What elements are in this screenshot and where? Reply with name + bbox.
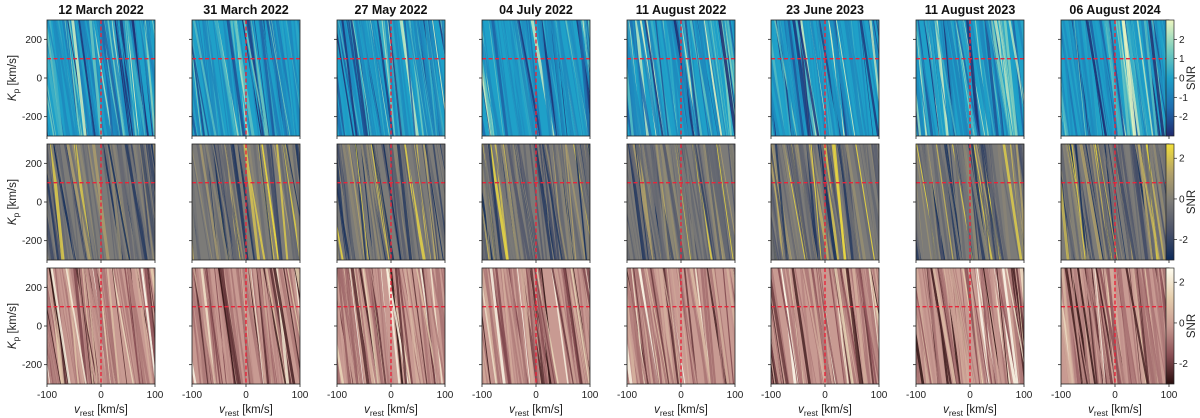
snr-panel bbox=[1061, 144, 1169, 260]
x-axis-title: vrest [km/s] bbox=[219, 404, 273, 418]
x-tick-label: 0 bbox=[533, 390, 539, 401]
colorbar-title: SNR bbox=[1186, 314, 1198, 338]
column-title: 27 May 2022 bbox=[355, 3, 428, 17]
column-title: 06 August 2024 bbox=[1069, 3, 1160, 17]
snr-panel bbox=[192, 268, 300, 384]
x-tick-label: 100 bbox=[1016, 390, 1033, 401]
x-tick-label: 0 bbox=[967, 390, 973, 401]
colorbar-tick-label: 2 bbox=[1179, 35, 1185, 46]
colorbar-tick-label: 0 bbox=[1179, 318, 1185, 329]
x-tick-label: -100 bbox=[1051, 390, 1071, 401]
panels bbox=[44, 19, 1170, 387]
colorbar bbox=[1165, 143, 1175, 261]
x-axis-title: vrest [km/s] bbox=[364, 404, 418, 418]
column-titles: 12 March 2022 31 March 2022 27 May 2022 04 … bbox=[58, 3, 1160, 17]
x-tick-label: 100 bbox=[727, 390, 744, 401]
x-axis-title: vrest [km/s] bbox=[654, 404, 708, 418]
colorbar-tick-label: 0 bbox=[1179, 74, 1185, 85]
x-axis-title: vrest [km/s] bbox=[943, 404, 997, 418]
colorbar-tick-label: -2 bbox=[1179, 112, 1188, 123]
x-tick-label: -100 bbox=[906, 390, 926, 401]
snr-panel bbox=[627, 144, 735, 260]
colorbar bbox=[1165, 267, 1175, 385]
x-tick-label: -100 bbox=[761, 390, 781, 401]
column-title: 31 March 2022 bbox=[203, 3, 289, 17]
y-tick-label: 0 bbox=[36, 322, 42, 333]
x-tick-label: 0 bbox=[98, 390, 104, 401]
x-tick-label: 100 bbox=[1161, 390, 1178, 401]
colorbar-tick-label: 0 bbox=[1179, 194, 1185, 205]
x-axis-title: vrest [km/s] bbox=[509, 404, 563, 418]
colorbar-tick-label: 2 bbox=[1179, 278, 1185, 289]
snr-panel bbox=[337, 268, 445, 384]
y-tick-label: 200 bbox=[25, 159, 42, 170]
x-tick-label: -100 bbox=[617, 390, 637, 401]
x-tick-label: 100 bbox=[437, 390, 454, 401]
colorbar-tick-label: -2 bbox=[1179, 235, 1188, 246]
x-tick-label: -100 bbox=[37, 390, 57, 401]
snr-panel bbox=[337, 144, 445, 260]
x-tick-label: 0 bbox=[1112, 390, 1118, 401]
snr-panel bbox=[482, 20, 590, 136]
y-axis-title: Kp [km/s] bbox=[7, 55, 21, 101]
y-tick-label: -200 bbox=[22, 112, 42, 123]
snr-panel bbox=[47, 268, 155, 384]
x-tick-label: 100 bbox=[147, 390, 164, 401]
colorbar-tick-label: -1 bbox=[1179, 93, 1188, 104]
x-axis-title: vrest [km/s] bbox=[1088, 404, 1142, 418]
snr-panel bbox=[47, 144, 155, 260]
x-tick-label: 100 bbox=[292, 390, 309, 401]
x-tick-label: -100 bbox=[327, 390, 347, 401]
colorbar-tick-label: -2 bbox=[1179, 359, 1188, 370]
snr-panel bbox=[771, 268, 879, 384]
colorbars: -2 -1 0 1 2 SNR -2 0 2 SNR -2 0 2 SNR bbox=[1165, 19, 1198, 385]
x-tick-label: 0 bbox=[243, 390, 249, 401]
colorbar-title: SNR bbox=[1186, 66, 1198, 90]
x-tick-label: 100 bbox=[871, 390, 888, 401]
column-title: 04 July 2022 bbox=[499, 3, 573, 17]
y-tick-label: 200 bbox=[25, 283, 42, 294]
x-tick-label: -100 bbox=[472, 390, 492, 401]
colorbar-title: SNR bbox=[1186, 190, 1198, 214]
snr-panel bbox=[916, 144, 1024, 260]
column-title: 23 June 2023 bbox=[786, 3, 864, 17]
snr-panel bbox=[916, 268, 1024, 384]
snr-panel bbox=[192, 144, 300, 260]
snr-panel bbox=[771, 144, 879, 260]
y-tick-label: 200 bbox=[25, 35, 42, 46]
snr-panel bbox=[916, 20, 1024, 136]
column-title: 12 March 2022 bbox=[58, 3, 144, 17]
x-tick-label: 0 bbox=[822, 390, 828, 401]
snr-panel bbox=[482, 144, 590, 260]
snr-panel bbox=[627, 268, 735, 384]
x-tick-label: 100 bbox=[582, 390, 599, 401]
snr-panel bbox=[771, 20, 879, 136]
snr-panel bbox=[337, 20, 445, 136]
colorbar-tick-label: 2 bbox=[1179, 154, 1185, 165]
x-axis-labels: -100 0 100 -100 0 100 -100 0 100 -100 0 100 -100 0 100… bbox=[37, 390, 1178, 418]
colorbar-tick-label: 1 bbox=[1179, 54, 1185, 65]
snr-panel bbox=[1061, 268, 1169, 384]
x-axis-title: vrest [km/s] bbox=[74, 404, 128, 418]
x-axis-title: vrest [km/s] bbox=[798, 404, 852, 418]
x-tick-label: -100 bbox=[182, 390, 202, 401]
snr-panel bbox=[1061, 20, 1169, 136]
colorbar bbox=[1165, 19, 1175, 137]
y-tick-label: -200 bbox=[22, 360, 42, 371]
x-tick-label: 0 bbox=[388, 390, 394, 401]
snr-panel bbox=[192, 20, 300, 136]
y-tick-label: 0 bbox=[36, 198, 42, 209]
y-axis-title: Kp [km/s] bbox=[7, 303, 21, 349]
y-axis-title: Kp [km/s] bbox=[7, 179, 21, 225]
snr-panel bbox=[627, 20, 735, 136]
column-title: 11 August 2022 bbox=[636, 3, 727, 17]
x-tick-label: 0 bbox=[678, 390, 684, 401]
y-tick-label: 0 bbox=[36, 74, 42, 85]
column-title: 11 August 2023 bbox=[925, 3, 1016, 17]
snr-panel bbox=[482, 268, 590, 384]
snr-panel bbox=[47, 20, 155, 136]
y-tick-label: -200 bbox=[22, 236, 42, 247]
